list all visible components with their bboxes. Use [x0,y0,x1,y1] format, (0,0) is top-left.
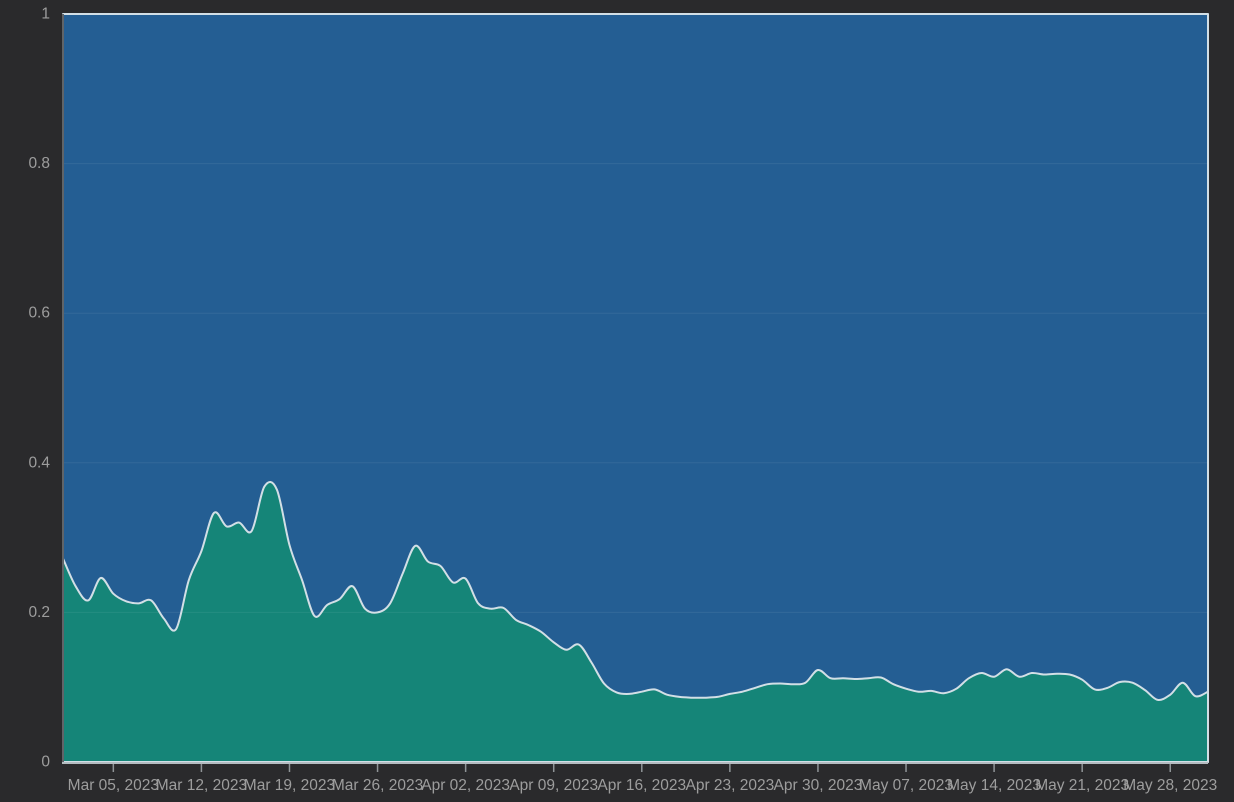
x-tick-label: Mar 19, 2023 [244,777,335,794]
x-tick-label: Mar 12, 2023 [156,777,247,794]
x-tick-label: Apr 09, 2023 [509,777,598,794]
x-tick-label: May 28, 2023 [1123,777,1217,794]
y-tick-label: 0.4 [28,454,50,471]
area-bottom-series [62,481,1209,763]
x-tick-label: Apr 23, 2023 [685,777,774,794]
y-tick-label: 0 [41,754,50,771]
x-tick-label: May 21, 2023 [1035,777,1129,794]
x-tick-label: Apr 02, 2023 [421,777,510,794]
x-tick-label: May 07, 2023 [859,777,953,794]
x-tick-label: Apr 16, 2023 [597,777,686,794]
y-tick-label: 0.2 [28,604,50,621]
x-tick-label: May 14, 2023 [947,777,1041,794]
y-tick-label: 1 [41,6,50,23]
x-tick-label: Mar 05, 2023 [68,777,159,794]
y-tick-label: 0.6 [28,305,50,322]
x-tick-label: Mar 26, 2023 [332,777,423,794]
y-tick-label: 0.8 [28,155,50,172]
x-tick-label: Apr 30, 2023 [774,777,863,794]
